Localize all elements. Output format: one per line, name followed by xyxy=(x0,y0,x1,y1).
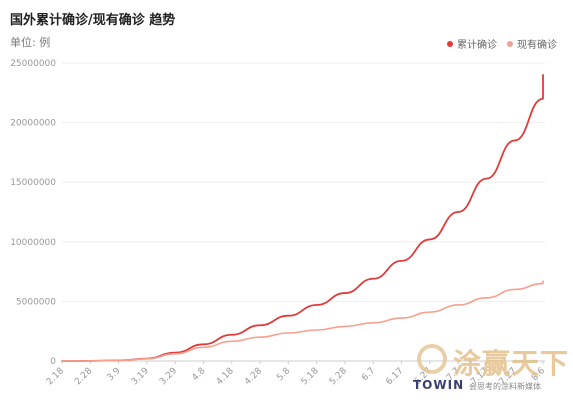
y-tick-label: 25000000 xyxy=(10,59,56,69)
legend-item-cumulative[interactable]: 累计确诊 xyxy=(447,36,497,51)
x-tick-label: 4.28 xyxy=(243,366,264,387)
y-tick-label: 15000000 xyxy=(10,178,56,188)
x-tick-label: 2.18 xyxy=(45,366,66,387)
series-line-cumulative xyxy=(61,74,544,362)
watermark-slogan: 会思考的涂料新媒体 xyxy=(469,382,541,391)
x-tick-label: 5.18 xyxy=(300,366,321,387)
legend-dot-cumulative xyxy=(447,40,453,47)
legend-item-current[interactable]: 现有确诊 xyxy=(507,36,557,51)
watermark: 涂赢天下 TOWIN 会思考的涂料新媒体 xyxy=(413,342,568,398)
chart-legend: 累计确诊 现有确诊 xyxy=(447,36,557,51)
x-tick-label: 4.18 xyxy=(215,366,236,387)
y-tick-label: 20000000 xyxy=(10,119,56,129)
x-tick-label: 3.19 xyxy=(130,366,151,387)
chart-title: 国外累计确诊/现有确诊 趋势 xyxy=(10,13,176,28)
y-tick-label: 5000000 xyxy=(16,297,56,307)
x-tick-label: 4.8 xyxy=(190,366,207,383)
x-tick-label: 2.28 xyxy=(73,366,94,387)
legend-label-cumulative: 累计确诊 xyxy=(457,40,497,51)
x-tick-label: 3.29 xyxy=(158,366,179,387)
legend-label-current: 现有确诊 xyxy=(517,40,557,51)
x-tick-label: 3.9 xyxy=(106,366,123,383)
x-tick-label: 6.7 xyxy=(360,366,377,383)
watermark-logo-text: 涂赢天下 xyxy=(453,347,570,380)
unit-label: 单位: 例 xyxy=(10,36,51,49)
x-tick-label: 5.8 xyxy=(275,366,292,383)
x-tick-label: 6.17 xyxy=(384,366,405,387)
y-tick-label: 10000000 xyxy=(10,238,56,248)
x-tick-label: 5.28 xyxy=(328,366,349,387)
legend-dot-current xyxy=(507,40,513,47)
watermark-brand: TOWIN xyxy=(413,378,465,392)
watermark-logo-icon xyxy=(417,344,447,374)
series-line-current xyxy=(61,280,544,362)
y-tick-label: 0 xyxy=(50,357,56,367)
